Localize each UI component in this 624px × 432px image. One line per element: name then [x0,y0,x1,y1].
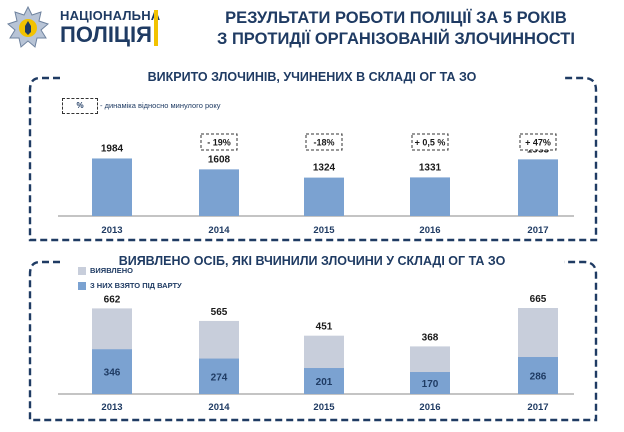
top-chart-title-text: ВИКРИТО ЗЛОЧИНІВ, УЧИНЕНИХ В СКЛАДІ ОГ Т… [141,70,483,84]
detained-value-label-2014: 274 [211,372,228,383]
top-year-label-2016: 2016 [419,225,440,236]
bottom-panel-frame [28,260,598,422]
top-bar-2014 [199,169,239,216]
change-legend-box: % [62,98,98,114]
legend-item-detected: ВИЯВЛЕНО [78,266,133,276]
top-year-label-2013: 2013 [101,225,122,236]
detected-value-label-2017: 665 [530,294,547,305]
detected-value-label-2016: 368 [422,332,439,343]
top-bar-2017 [518,159,558,216]
top-change-box-2014 [200,133,238,151]
top-value-label-2013: 1984 [101,143,124,154]
title-line2: З ПРОТИДІЇ ОРГАНІЗОВАНІЙ ЗЛОЧИННОСТІ [217,30,575,48]
detained-value-label-2017: 286 [530,372,547,383]
logo-line1: НАЦІОНАЛЬНА [60,8,161,23]
legend-label-detected: ВИЯВЛЕНО [90,266,133,275]
change-legend-text: - динаміка відносно минулого року [100,101,221,110]
legend-swatch-detained [78,282,86,291]
top-value-label-2014: 1608 [208,154,231,165]
logo-text: НАЦІОНАЛЬНА ПОЛІЦІЯ [60,8,160,46]
detected-value-label-2015: 451 [316,322,333,333]
bottom-year-label-2014: 2014 [208,402,230,413]
top-year-label-2015: 2015 [313,225,335,236]
top-change-box-2016 [411,133,449,151]
detained-bar-2017 [518,357,558,394]
legend-item-detained: З НИХ ВЗЯТО ПІД ВАРТУ [78,281,182,291]
detained-value-label-2013: 346 [104,368,121,379]
detained-bar-2013 [92,349,132,394]
top-bar-2016 [410,177,450,216]
bottom-year-label-2015: 2015 [313,402,335,413]
top-bar-2013 [92,158,132,216]
top-bar-2015 [304,177,344,216]
top-change-label-2015: -18% [313,138,334,148]
legend-label-detained: З НИХ ВЗЯТО ПІД ВАРТУ [90,281,182,290]
top-panel-frame [28,76,598,242]
bottom-year-label-2017: 2017 [527,402,548,413]
logo-accent-bar [154,10,158,46]
legend-swatch-detected [78,267,86,276]
page-title: РЕЗУЛЬТАТИ РОБОТИ ПОЛІЦІЇ ЗА 5 РОКІВ З П… [176,8,616,50]
detained-bar-2016 [410,372,450,394]
logo-line2: ПОЛІЦІЯ [60,22,152,47]
top-change-label-2014: - 19% [207,138,231,148]
title-line1: РЕЗУЛЬТАТИ РОБОТИ ПОЛІЦІЇ ЗА 5 РОКІВ [225,9,567,27]
detained-bar-2014 [199,358,239,394]
detained-value-label-2016: 170 [422,379,439,390]
top-change-label-2017: + 47% [525,138,551,148]
bottom-chart-title-text: ВИЯВЛЕНО ОСІБ, ЯКІ ВЧИНИЛИ ЗЛОЧИНИ У СКЛ… [112,254,512,268]
top-chart-title: ВИКРИТО ЗЛОЧИНІВ, УЧИНЕНИХ В СКЛАДІ ОГ Т… [0,70,624,84]
top-value-label-2016: 1331 [419,162,442,173]
bottom-year-label-2016: 2016 [419,402,440,413]
detected-value-label-2014: 565 [211,307,228,318]
detected-value-label-2013: 662 [104,294,121,305]
top-year-label-2017: 2017 [527,225,548,236]
top-change-label-2016: + 0,5 % [415,138,446,148]
bottom-year-label-2013: 2013 [101,402,122,413]
bottom-chart-title: ВИЯВЛЕНО ОСІБ, ЯКІ ВЧИНИЛИ ЗЛОЧИНИ У СКЛ… [0,254,624,268]
detained-value-label-2015: 201 [316,377,333,388]
top-year-label-2014: 2014 [208,225,230,236]
detained-bar-2015 [304,368,344,394]
top-change-box-2017 [519,133,557,151]
police-emblem-icon [7,6,49,48]
top-value-label-2015: 1324 [313,163,336,174]
top-change-box-2015 [305,133,343,151]
